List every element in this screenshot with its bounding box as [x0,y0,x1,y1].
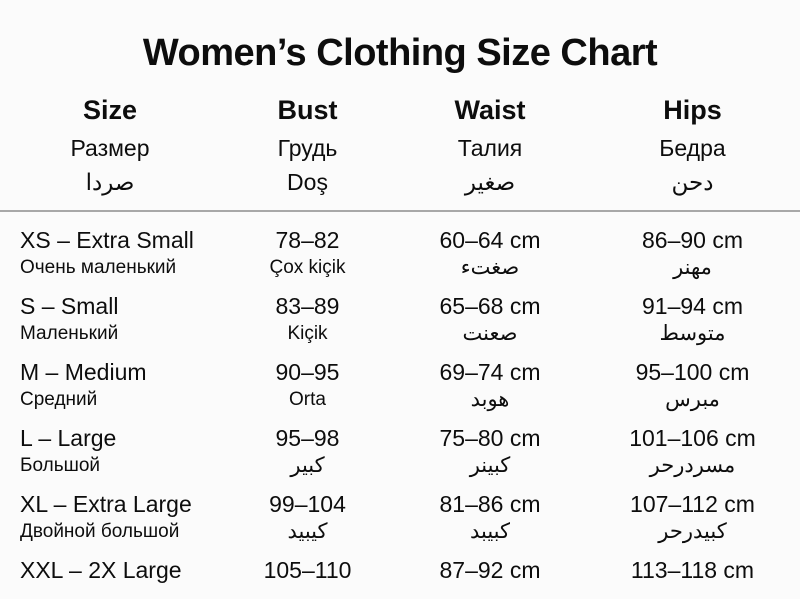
hips-translation: كبيدرحر [658,520,727,543]
bust-value: 95–98 [275,425,340,451]
waist-value: 65–68 cm [439,293,541,319]
size-header-ru: Размер [70,135,150,161]
table-row: XXL – 2X Large 105–110 87–92 cm 113–118 … [0,556,800,585]
hips-translation: متوسط [659,322,726,345]
waist-translation: صغتء [460,256,520,279]
waist-header-ru: Талия [457,135,523,161]
bust-translation: Orta [289,389,326,410]
bust-cell: 78–82 Çox kiçik [220,226,395,281]
waist-header-en: Waist [454,95,526,125]
bust-cell: 95–98 كبير [220,424,395,479]
hips-header-en: Hips [663,95,722,125]
hips-value: 107–112 cm [630,491,755,517]
bust-header-ru: Грудь [277,135,338,161]
hips-cell: 101–106 cm مسردرحر [585,424,800,479]
bust-cell: 105–110 [220,556,395,585]
hips-translation: مسردرحر [649,454,736,477]
hips-value: 101–106 cm [629,425,756,451]
bust-value: 78–82 [275,227,340,253]
hips-header-ru: Бедра [659,135,726,161]
hips-cell: 107–112 cm كبيدرحر [585,490,800,545]
size-header-en: Size [82,95,138,125]
table-header: Size Размер صردا Bust Грудь Doş Waist Та… [0,95,800,210]
size-value: XS – Extra Small [20,227,194,253]
bust-translation: Kiçik [287,323,328,344]
header-divider [0,210,800,212]
bust-header-en: Bust [277,95,338,125]
waist-translation: كبيبد [469,520,511,543]
bust-translation: Çox kiçik [269,257,346,278]
bust-translation: كيبيد [287,520,328,543]
table-row: L – Large Большой 95–98 كبير 75–80 cm كب… [0,424,800,479]
column-header-bust: Bust Грудь Doş [220,95,395,210]
table-row: XS – Extra Small Очень маленький 78–82 Ç… [0,226,800,281]
bust-value: 105–110 [263,557,352,583]
waist-cell: 69–74 cm هوبد [395,358,585,413]
column-header-hips: Hips Бедра دحن [585,95,800,210]
bust-header-az: Doş [287,169,328,195]
size-value: XXL – 2X Large [20,557,182,583]
waist-value: 69–74 cm [439,359,541,385]
waist-value: 87–92 cm [439,557,541,583]
hips-cell: 86–90 cm مهنر [585,226,800,281]
page-title: Women’s Clothing Size Chart [142,32,658,74]
hips-translation: مهنر [673,256,712,279]
waist-header-ar: صغير [464,169,516,195]
size-value: M – Medium [20,359,147,385]
size-cell: XL – Extra Large Двойной большой [0,490,220,545]
table-body: XS – Extra Small Очень маленький 78–82 Ç… [0,212,800,585]
size-value: XL – Extra Large [20,491,192,517]
hips-cell: 113–118 cm [585,556,800,585]
bust-cell: 83–89 Kiçik [220,292,395,347]
hips-header-ar: دحن [671,169,714,195]
size-translation: Очень маленький [20,257,177,278]
size-translation: Маленький [20,323,119,344]
waist-translation: هوبد [470,388,510,411]
size-value: L – Large [20,425,117,451]
size-cell: XXL – 2X Large [0,556,220,585]
table-row: S – Small Маленький 83–89 Kiçik 65–68 cm… [0,292,800,347]
waist-cell: 75–80 cm كبينر [395,424,585,479]
waist-translation: كبينر [469,454,511,477]
hips-cell: 91–94 cm متوسط [585,292,800,347]
column-header-size: Size Размер صردا [0,95,220,210]
bust-value: 83–89 [275,293,340,319]
size-cell: S – Small Маленький [0,292,220,347]
size-translation: Средний [20,389,98,410]
waist-value: 60–64 cm [439,227,541,253]
hips-value: 86–90 cm [641,227,743,253]
waist-cell: 60–64 cm صغتء [395,226,585,281]
bust-value: 90–95 [275,359,340,385]
size-translation: Большой [20,455,101,476]
waist-translation: صعنت [462,322,518,345]
waist-value: 75–80 cm [439,425,541,451]
waist-value: 81–86 cm [439,491,541,517]
hips-value: 91–94 cm [641,293,743,319]
bust-value: 99–104 [269,491,346,517]
table-row: XL – Extra Large Двойной большой 99–104 … [0,490,800,545]
waist-cell: 65–68 cm صعنت [395,292,585,347]
bust-cell: 99–104 كيبيد [220,490,395,545]
size-value: S – Small [20,293,119,319]
column-header-waist: Waist Талия صغير [395,95,585,210]
hips-translation: مبرس [665,388,720,411]
bust-translation: كبير [290,454,325,477]
size-cell: XS – Extra Small Очень маленький [0,226,220,281]
size-cell: M – Medium Средний [0,358,220,413]
waist-cell: 87–92 cm [395,556,585,585]
size-cell: L – Large Большой [0,424,220,479]
size-header-ar: صردا [85,169,135,195]
waist-cell: 81–86 cm كبيبد [395,490,585,545]
hips-cell: 95–100 cm مبرس [585,358,800,413]
bust-cell: 90–95 Orta [220,358,395,413]
table-row: M – Medium Средний 90–95 Orta 69–74 cm ه… [0,358,800,413]
size-translation: Двойной большой [20,521,180,542]
hips-value: 113–118 cm [630,557,755,583]
hips-value: 95–100 cm [635,359,750,385]
